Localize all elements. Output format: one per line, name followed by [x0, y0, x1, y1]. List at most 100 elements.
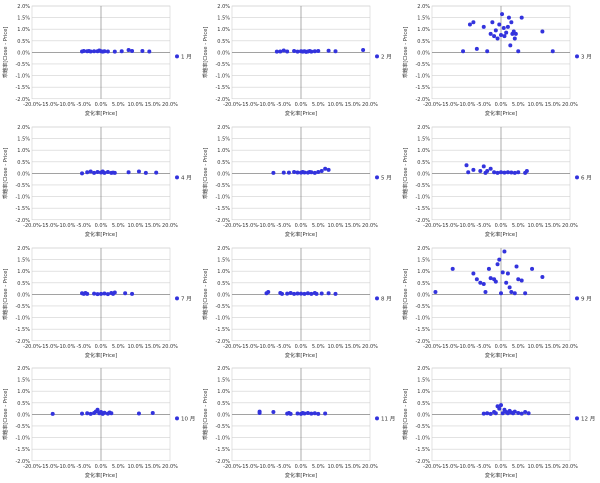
data-point	[326, 290, 331, 295]
y-tick-label: 1.0%	[217, 148, 230, 154]
x-tick-label: 10.0%	[128, 343, 144, 349]
y-tick-label: -1.5%	[215, 327, 230, 333]
y-tick-label: -2.0%	[215, 459, 230, 465]
y-tick-label: -1.0%	[415, 74, 430, 80]
data-point	[302, 170, 307, 175]
y-tick-label: 2.0%	[217, 366, 230, 372]
legend-label: 12 月	[581, 416, 595, 423]
x-tick-label: -20.0%	[423, 102, 441, 108]
data-point	[147, 49, 152, 54]
data-point	[105, 291, 110, 296]
y-axis-title: 乖離率[Close - Price]	[201, 389, 209, 441]
data-point	[130, 48, 135, 53]
y-tick-label: -1.5%	[15, 327, 30, 333]
x-tick-label: 20.0%	[162, 343, 178, 349]
x-tick-label: 20.0%	[562, 102, 578, 108]
legend-marker	[375, 416, 379, 421]
data-point	[154, 170, 159, 175]
data-point	[112, 49, 117, 54]
data-point	[519, 277, 524, 282]
y-tick-label: -2.0%	[15, 97, 30, 103]
data-point	[519, 15, 524, 20]
y-tick-label: 2.0%	[417, 246, 430, 252]
data-point	[495, 170, 500, 175]
data-point	[302, 291, 307, 296]
x-tick-label: 0.0%	[295, 343, 308, 349]
data-point	[314, 291, 319, 296]
data-point	[471, 20, 476, 25]
data-point	[50, 412, 55, 417]
y-axis-title: 乖離率[Close - Price]	[1, 389, 9, 441]
data-point	[488, 412, 493, 417]
data-point	[523, 410, 528, 415]
x-axis-title: 変化率[Price]	[285, 471, 317, 479]
legend-marker	[175, 416, 179, 421]
x-tick-label: -15.0%	[240, 464, 258, 470]
data-point	[88, 412, 93, 417]
data-point	[88, 49, 93, 54]
x-tick-label: -5.0%	[476, 343, 491, 349]
y-tick-label: 1.0%	[217, 27, 230, 33]
data-point	[509, 20, 514, 25]
y-tick-label: 2.0%	[17, 246, 30, 252]
data-point	[274, 49, 279, 54]
y-tick-label: 1.5%	[217, 136, 230, 142]
x-tick-label: -20.0%	[423, 464, 441, 470]
data-point	[271, 170, 276, 175]
data-point	[505, 24, 510, 29]
data-point	[500, 269, 505, 274]
y-tick-label: 1.5%	[417, 16, 430, 22]
y-axis-title: 乖離率[Close - Price]	[1, 147, 9, 199]
data-point	[316, 169, 321, 174]
x-tick-label: -5.0%	[76, 464, 91, 470]
x-tick-label: 20.0%	[362, 343, 378, 349]
data-point	[488, 166, 493, 171]
y-tick-label: 0.0%	[217, 413, 230, 419]
data-point	[136, 169, 141, 174]
x-tick-label: -20.0%	[423, 343, 441, 349]
x-tick-label: 15.0%	[345, 464, 361, 470]
y-axis-title: 乖離率[Close - Price]	[401, 147, 409, 199]
x-tick-label: -20.0%	[223, 343, 241, 349]
data-point	[481, 411, 486, 416]
y-tick-label: 2.0%	[417, 4, 430, 10]
data-point	[485, 49, 490, 54]
scatter-chart-3: 2.0% 1.5% 1.0% 0.5% 0.0% -0.5% -1.0% -1.5% -2.0%…	[401, 4, 592, 117]
y-tick-label: -2.0%	[15, 218, 30, 224]
y-tick-label: 1.0%	[417, 269, 430, 275]
y-tick-label: -0.5%	[215, 303, 230, 309]
y-tick-label: -1.0%	[415, 315, 430, 321]
data-point	[112, 290, 117, 295]
data-point	[286, 170, 291, 175]
y-tick-label: 0.5%	[17, 401, 30, 407]
legend-label: 3 月	[581, 53, 592, 60]
data-point	[490, 20, 495, 25]
data-point	[85, 291, 90, 296]
data-point	[505, 271, 510, 276]
y-tick-label: -1.5%	[215, 447, 230, 453]
data-point	[295, 170, 300, 175]
y-tick-label: 0.0%	[17, 413, 30, 419]
x-tick-label: -10.0%	[258, 464, 276, 470]
y-tick-label: -0.5%	[15, 62, 30, 68]
data-point	[433, 289, 438, 294]
legend-label: 2 月	[381, 53, 392, 60]
data-point	[130, 291, 135, 296]
legend-label: 4 月	[181, 174, 192, 181]
y-tick-label: 0.5%	[417, 39, 430, 45]
y-tick-label: -1.0%	[215, 74, 230, 80]
data-point	[504, 280, 509, 285]
y-tick-label: 0.5%	[17, 39, 30, 45]
data-point	[485, 411, 490, 416]
data-point	[540, 29, 545, 34]
y-tick-label: -2.0%	[15, 459, 30, 465]
y-tick-label: -2.0%	[415, 97, 430, 103]
data-point	[461, 49, 466, 54]
x-tick-label: 20.0%	[562, 464, 578, 470]
y-axis-title: 乖離率[Close - Price]	[401, 268, 409, 320]
x-axis-title: 変化率[Price]	[485, 109, 517, 117]
data-point	[95, 291, 100, 296]
data-point	[516, 49, 521, 54]
x-tick-label: 10.0%	[328, 223, 344, 229]
